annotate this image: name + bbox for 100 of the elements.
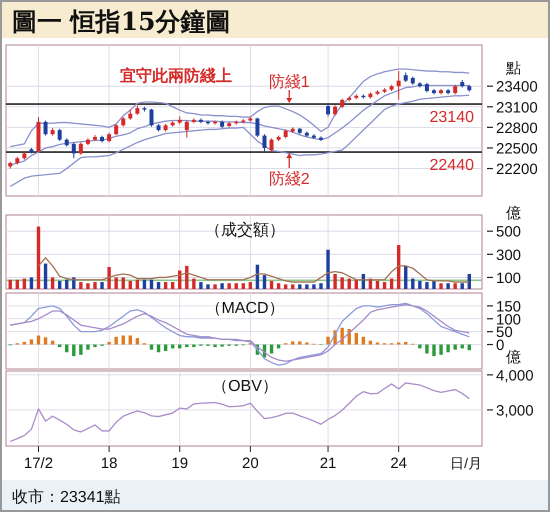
x-tick-label: 21 bbox=[320, 455, 336, 472]
text: 收市：23341點 bbox=[12, 488, 120, 506]
bar bbox=[22, 278, 26, 289]
bar bbox=[453, 344, 457, 350]
bar bbox=[30, 339, 34, 345]
y-tick-label: 500 bbox=[496, 224, 522, 241]
bar bbox=[368, 340, 372, 345]
bar bbox=[65, 344, 68, 352]
y-tick-label: 4,000 bbox=[496, 367, 534, 384]
bar bbox=[86, 344, 90, 350]
chart-title: （成交額） bbox=[205, 221, 285, 239]
x-tick-label: 18 bbox=[100, 455, 118, 472]
x-axis-title: 日/月 bbox=[450, 455, 482, 471]
y-tick-label: 300 bbox=[496, 246, 522, 264]
bar bbox=[114, 277, 118, 289]
bar bbox=[298, 341, 302, 345]
bar bbox=[107, 267, 111, 289]
bar bbox=[453, 283, 457, 289]
bar bbox=[319, 283, 323, 289]
bar bbox=[72, 344, 76, 356]
bar bbox=[22, 342, 26, 345]
y-tick-label: 0 bbox=[496, 337, 504, 354]
bar bbox=[460, 283, 464, 289]
bar bbox=[468, 344, 471, 350]
bar bbox=[122, 336, 125, 345]
bar bbox=[164, 344, 168, 351]
bar bbox=[425, 344, 429, 354]
bar bbox=[170, 282, 174, 289]
bar bbox=[136, 338, 140, 345]
x-tick-label: 17/2 bbox=[24, 455, 54, 472]
y-tick-label: 23400 bbox=[496, 78, 538, 96]
chart-title: （OBV） bbox=[212, 378, 278, 395]
bar bbox=[362, 336, 366, 345]
x-tick-label: 24 bbox=[390, 455, 408, 472]
bar bbox=[192, 344, 196, 348]
annotation: 宜守此兩防綫上 bbox=[120, 66, 232, 85]
y-tick-label: 22500 bbox=[496, 140, 538, 158]
bar bbox=[114, 336, 118, 345]
bar bbox=[128, 280, 132, 289]
bar bbox=[362, 274, 366, 289]
bar bbox=[79, 344, 83, 355]
ref-line-label: 23140 bbox=[430, 109, 474, 126]
y-tick-label: 3,000 bbox=[496, 402, 534, 420]
bar bbox=[128, 336, 132, 345]
bar bbox=[65, 280, 68, 289]
bar bbox=[86, 283, 90, 289]
bar bbox=[390, 278, 394, 289]
bar bbox=[122, 277, 125, 289]
y-tick-label: 22200 bbox=[496, 161, 538, 178]
x-tick-label: 20 bbox=[242, 455, 259, 472]
y-tick-label: 150 bbox=[496, 298, 522, 316]
bar bbox=[192, 278, 196, 289]
bar bbox=[439, 344, 443, 355]
bar bbox=[418, 280, 422, 289]
bar bbox=[185, 344, 188, 348]
bar bbox=[227, 283, 231, 289]
bar bbox=[142, 280, 146, 289]
bar bbox=[178, 270, 182, 289]
bar bbox=[418, 344, 422, 348]
bar bbox=[298, 284, 302, 289]
bar bbox=[136, 280, 140, 289]
bar bbox=[185, 266, 188, 289]
x-tick-label: 19 bbox=[171, 455, 188, 472]
y-tick-label: 100 bbox=[496, 270, 522, 287]
bar bbox=[446, 283, 450, 289]
bar bbox=[276, 283, 280, 289]
bar bbox=[404, 342, 408, 345]
bar bbox=[425, 282, 429, 289]
bar bbox=[16, 280, 19, 289]
bar bbox=[446, 344, 450, 352]
bar bbox=[178, 344, 182, 348]
bar bbox=[242, 283, 245, 289]
bar bbox=[156, 344, 160, 352]
bar bbox=[312, 284, 316, 289]
bar bbox=[340, 328, 344, 345]
bar bbox=[199, 282, 203, 289]
bar bbox=[50, 277, 54, 289]
bar bbox=[234, 283, 238, 289]
annotation: 防綫2 bbox=[268, 170, 310, 188]
bar bbox=[354, 332, 358, 345]
y-tick-label: 22800 bbox=[496, 120, 538, 137]
bar bbox=[404, 266, 408, 289]
bar bbox=[30, 277, 34, 289]
bar bbox=[411, 278, 414, 289]
y-axis-title: 點 bbox=[505, 60, 521, 78]
bar bbox=[396, 342, 400, 345]
bar bbox=[305, 284, 309, 289]
bar bbox=[284, 284, 288, 289]
bar bbox=[276, 344, 280, 348]
bar bbox=[164, 282, 168, 289]
bar bbox=[439, 283, 443, 289]
bar bbox=[107, 342, 111, 345]
y-tick-label: 23100 bbox=[496, 99, 538, 116]
bar bbox=[256, 264, 260, 289]
bar bbox=[396, 245, 400, 289]
line-series bbox=[38, 257, 470, 283]
bar bbox=[170, 344, 174, 348]
bar bbox=[248, 282, 252, 289]
chart-title: （MACD） bbox=[205, 300, 285, 317]
bar bbox=[354, 280, 358, 289]
